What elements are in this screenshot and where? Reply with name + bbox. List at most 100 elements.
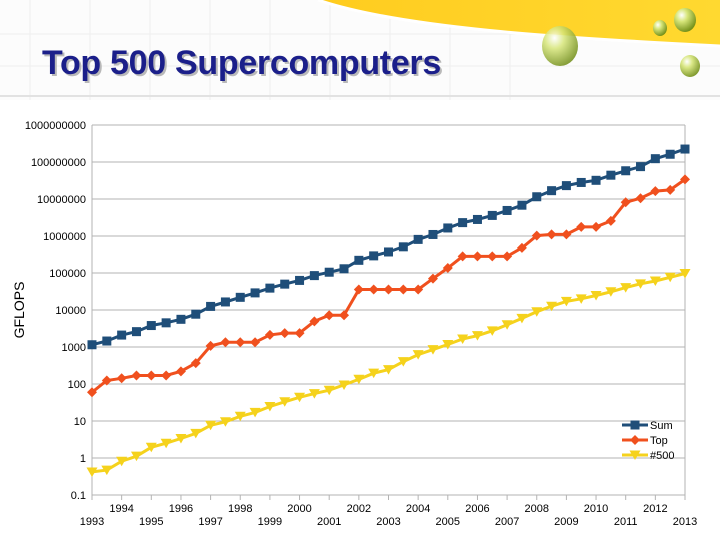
data-point-sum	[102, 336, 112, 346]
data-point-top	[324, 310, 335, 321]
y-tick-label: 1000000000	[25, 120, 86, 132]
data-point-500	[190, 428, 202, 439]
series-sum	[87, 144, 690, 350]
x-tick-label: 2011	[614, 516, 638, 528]
x-tick-label: 2004	[406, 503, 430, 515]
data-point-sum	[532, 192, 542, 202]
data-point-sum	[384, 247, 393, 257]
data-point-top	[531, 230, 542, 241]
data-point-500	[605, 287, 617, 297]
data-point-500	[101, 465, 113, 476]
data-point-500	[442, 340, 454, 350]
data-point-top	[635, 193, 646, 204]
data-point-sum	[472, 214, 482, 224]
data-point-top	[472, 251, 483, 262]
water-drops	[542, 8, 700, 77]
data-point-500	[175, 434, 187, 444]
data-point-500	[664, 272, 676, 283]
data-point-500	[590, 290, 602, 301]
data-point-sum	[517, 200, 527, 210]
data-point-top	[146, 370, 157, 381]
x-tick-label: 2008	[525, 503, 549, 515]
data-point-sum	[295, 275, 305, 285]
data-point-sum	[339, 264, 349, 274]
legend-marker	[630, 420, 640, 430]
data-point-sum	[561, 181, 571, 191]
y-tick-label: 10000000	[37, 194, 86, 206]
data-point-500	[501, 320, 513, 330]
legend-item-500: #500	[622, 450, 674, 462]
data-point-500	[264, 401, 276, 412]
x-tick-label: 1995	[139, 516, 163, 528]
x-tick-label: 2013	[673, 516, 697, 528]
y-tick-label: 100000	[49, 268, 86, 280]
data-point-top	[665, 184, 676, 195]
data-point-sum	[206, 301, 216, 311]
data-point-sum	[650, 154, 660, 164]
x-tick-label: 1993	[80, 516, 104, 528]
slide-title: Top 500 Supercomputers	[42, 44, 441, 82]
data-point-top	[546, 229, 557, 240]
data-point-top	[264, 329, 275, 340]
x-tick-label: 2006	[465, 503, 489, 515]
data-point-500	[397, 357, 409, 367]
data-point-500	[279, 397, 291, 407]
data-point-top	[383, 284, 394, 295]
y-tick-label: 1000000	[43, 231, 86, 243]
data-point-500	[219, 417, 231, 427]
data-point-sum	[220, 297, 230, 307]
data-point-sum	[191, 309, 201, 319]
data-point-sum	[146, 321, 156, 331]
data-point-500	[560, 296, 572, 307]
data-point-500	[353, 374, 365, 385]
data-point-500	[427, 345, 439, 355]
data-point-500	[486, 326, 498, 336]
data-point-sum	[636, 162, 646, 172]
data-point-500	[620, 283, 632, 293]
y-tick-label: 0.1	[71, 490, 86, 502]
data-point-sum	[131, 327, 141, 337]
data-point-500	[635, 279, 647, 289]
legend-label: Top	[650, 435, 668, 447]
data-point-top	[680, 174, 690, 185]
data-point-top	[294, 328, 305, 339]
data-point-sum	[117, 330, 127, 340]
data-point-500	[546, 301, 558, 312]
data-point-top	[413, 284, 424, 295]
data-point-sum	[176, 314, 186, 324]
data-point-500	[160, 438, 172, 449]
data-point-sum	[369, 251, 379, 261]
legend-item-top: Top	[622, 435, 668, 447]
data-point-top	[502, 251, 513, 262]
data-point-top	[250, 337, 261, 348]
data-point-sum	[398, 242, 408, 252]
data-point-top	[87, 387, 97, 398]
data-point-top	[353, 284, 364, 295]
data-point-sum	[250, 288, 260, 298]
data-point-sum	[606, 170, 616, 180]
x-tick-label: 2003	[376, 516, 400, 528]
x-tick-label: 2002	[347, 503, 371, 515]
data-point-500	[649, 276, 661, 286]
data-point-sum	[265, 283, 275, 293]
x-tick-label: 2009	[554, 516, 578, 528]
data-point-top	[220, 337, 231, 348]
slide-header: Top 500 Supercomputers	[0, 0, 720, 100]
data-point-top	[131, 370, 142, 381]
data-point-top	[235, 337, 246, 348]
data-point-top	[605, 215, 616, 226]
legend-label: #500	[650, 450, 674, 462]
y-tick-label: 1000	[62, 342, 86, 354]
legend-item-sum: Sum	[622, 420, 673, 432]
data-point-top	[175, 366, 186, 377]
data-point-500	[575, 294, 587, 304]
data-point-top	[442, 262, 453, 273]
data-point-500	[457, 334, 469, 344]
data-point-sum	[502, 205, 512, 215]
legend-marker	[629, 450, 641, 460]
data-point-sum	[591, 175, 601, 185]
data-point-500	[308, 389, 320, 399]
header-swoosh	[318, 0, 720, 46]
data-point-top	[398, 284, 409, 295]
data-point-top	[457, 251, 468, 262]
